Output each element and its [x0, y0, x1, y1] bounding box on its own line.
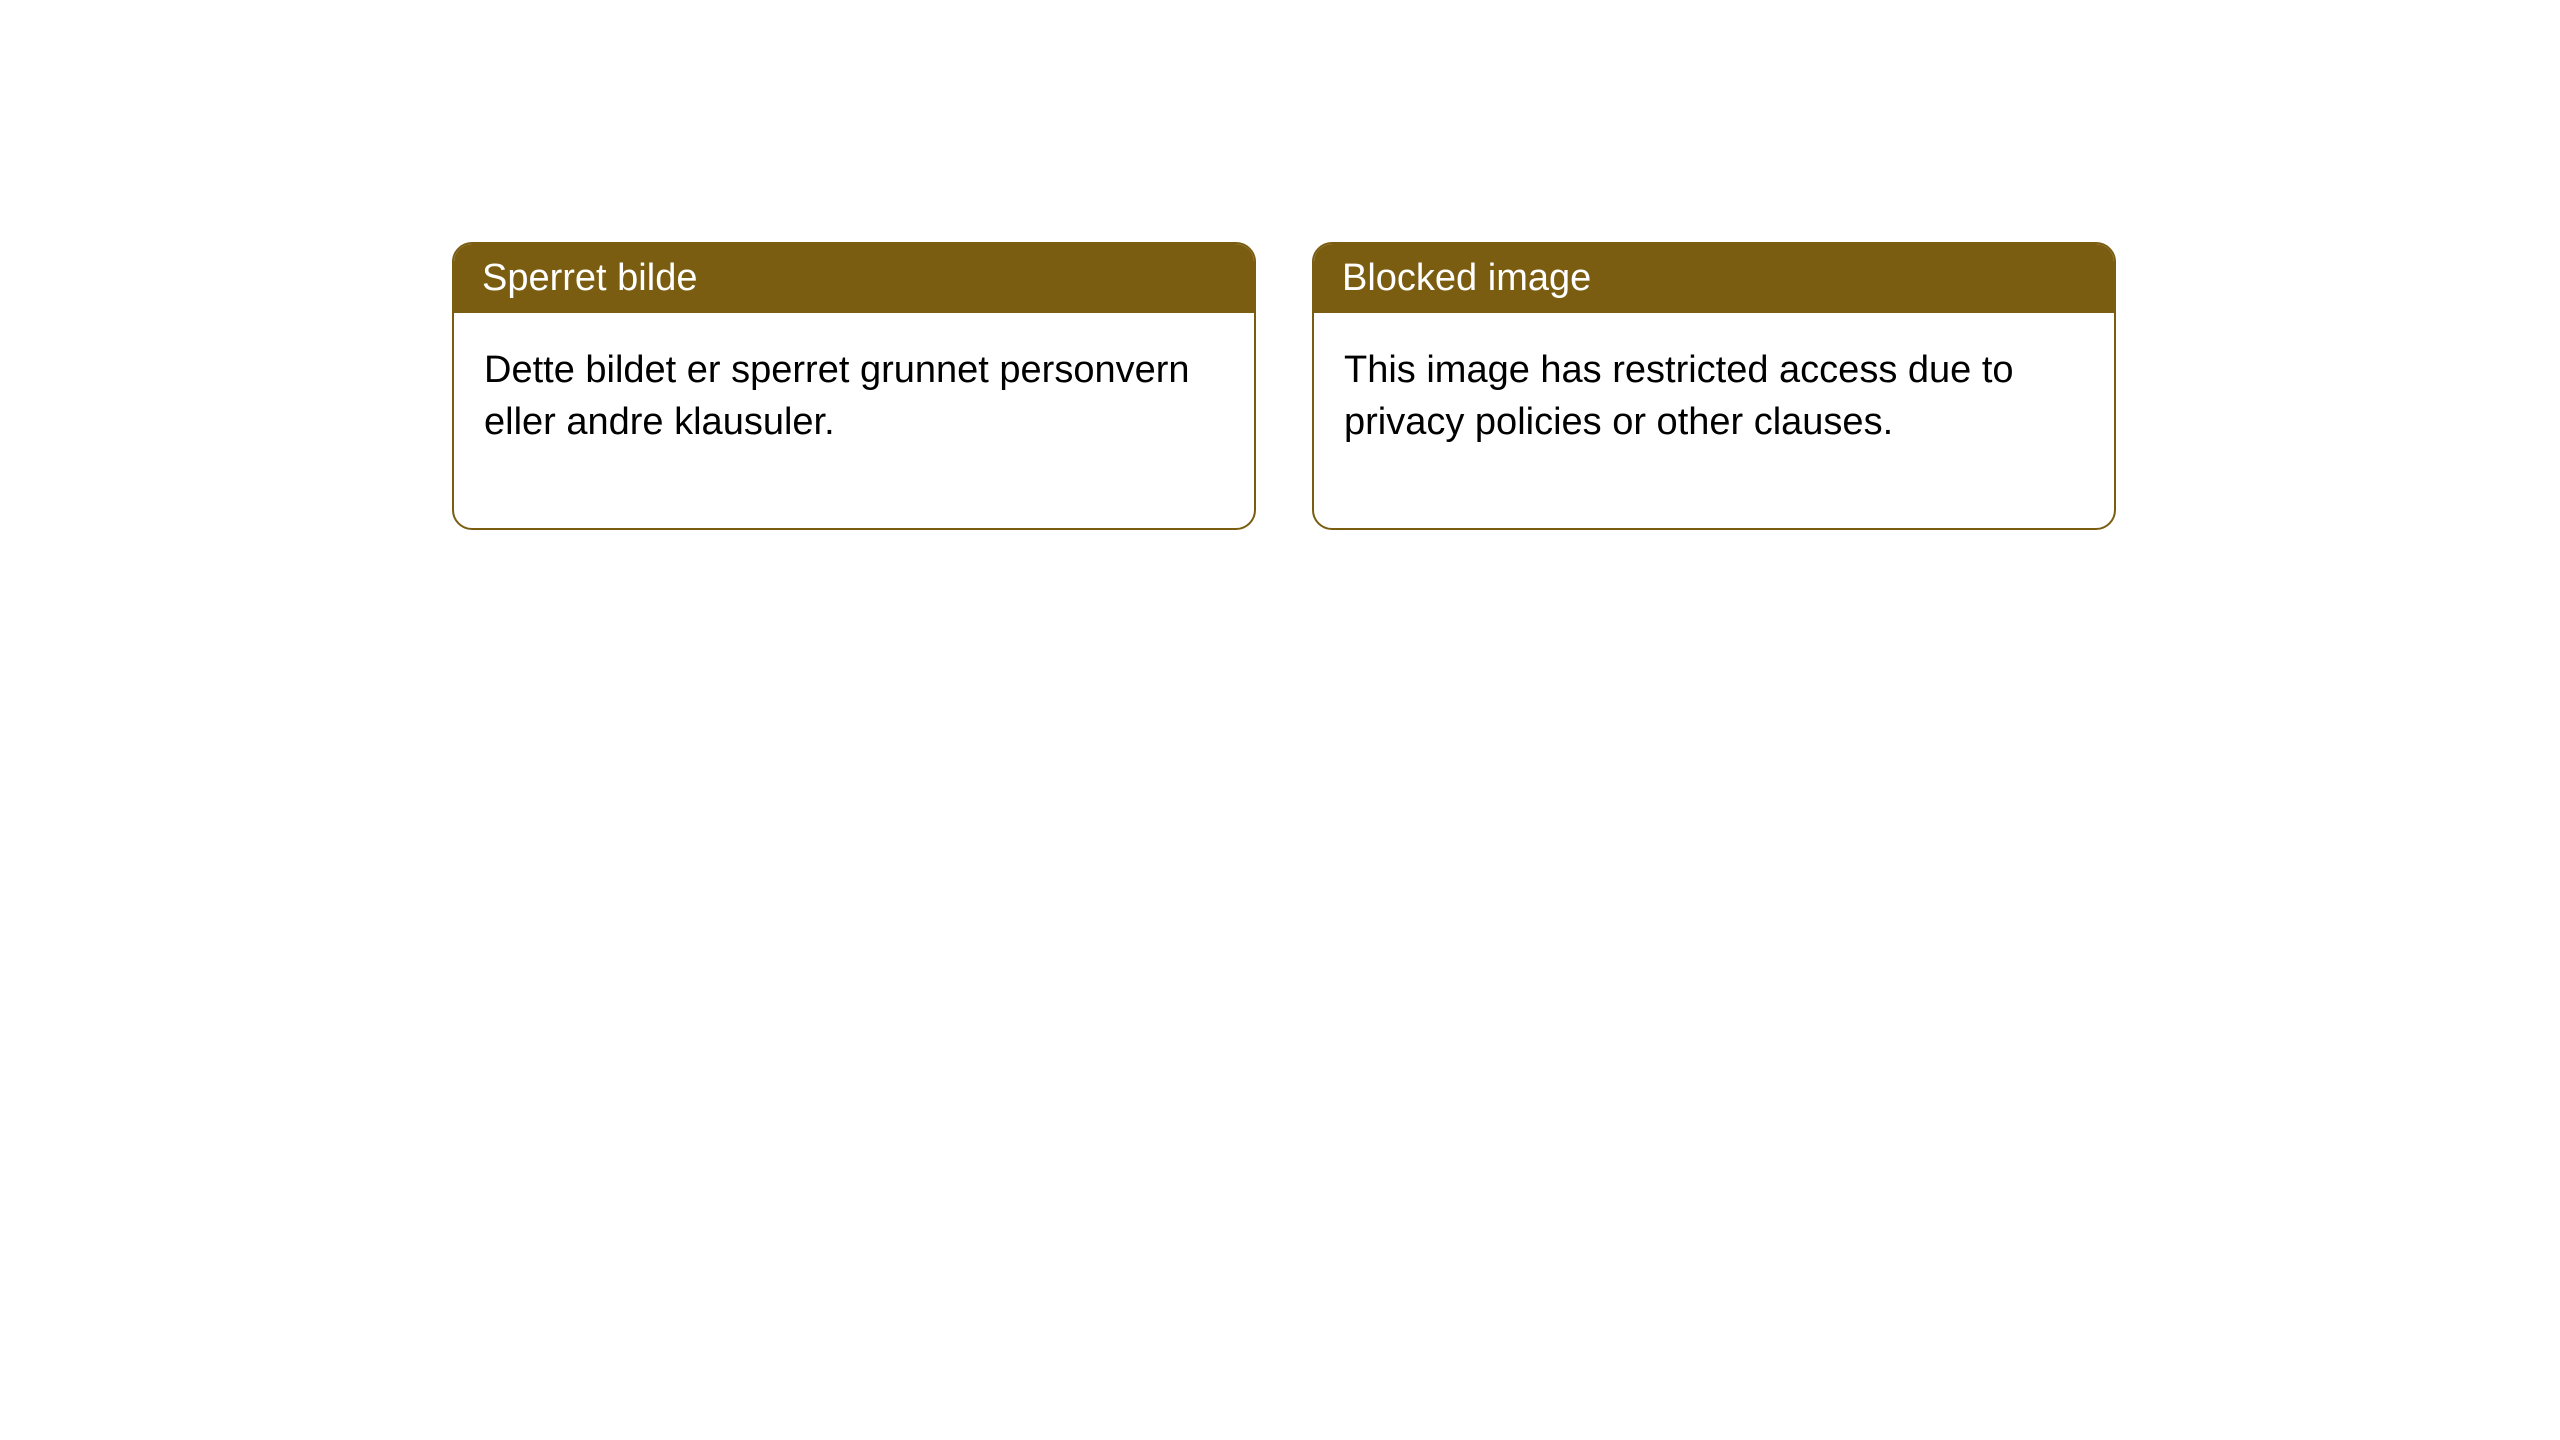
card-body-english: This image has restricted access due to …: [1314, 313, 2114, 528]
blocked-image-card-norwegian: Sperret bilde Dette bildet er sperret gr…: [452, 242, 1256, 530]
card-header-norwegian: Sperret bilde: [454, 244, 1254, 313]
card-header-english: Blocked image: [1314, 244, 2114, 313]
notice-container: Sperret bilde Dette bildet er sperret gr…: [0, 0, 2560, 530]
card-body-norwegian: Dette bildet er sperret grunnet personve…: [454, 313, 1254, 528]
blocked-image-card-english: Blocked image This image has restricted …: [1312, 242, 2116, 530]
